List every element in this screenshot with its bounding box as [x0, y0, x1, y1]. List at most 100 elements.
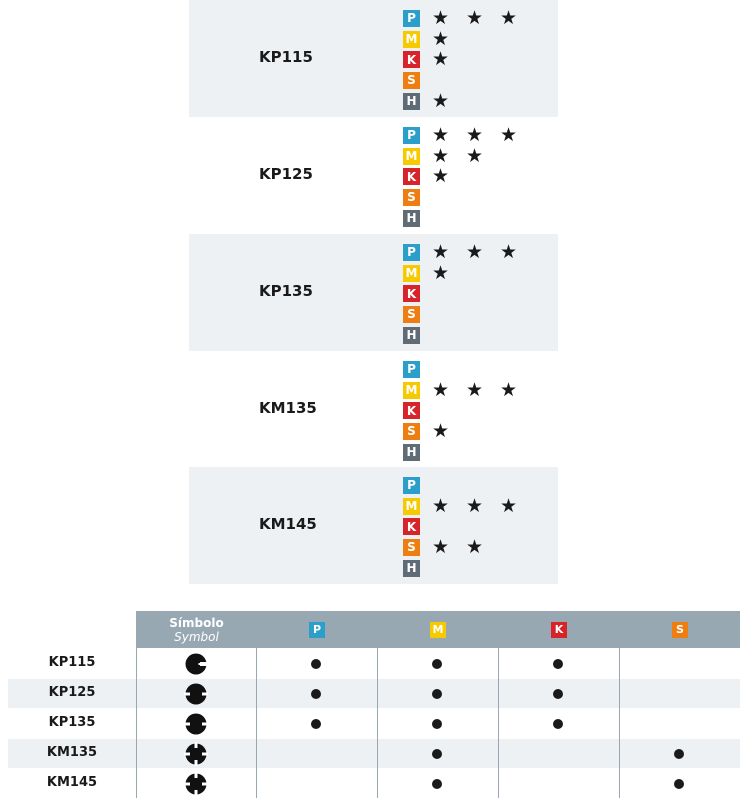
grade-name: KM145	[259, 515, 317, 533]
material-badge-k: K	[403, 168, 420, 186]
material-row-m: M ★ ★ ★	[403, 496, 534, 517]
table-row: KP115	[8, 649, 740, 678]
applicable-dot-s	[674, 749, 684, 759]
applicable-dot-p	[311, 659, 321, 669]
column-divider	[619, 611, 620, 798]
star-icon: ★	[500, 494, 518, 517]
material-row-m: M ★ ★	[403, 146, 534, 167]
material-badge-m: M	[403, 30, 420, 48]
material-row-h: H	[403, 558, 534, 579]
symbol-header: Símbolo Symbol	[137, 611, 256, 648]
applicable-dot-m	[432, 779, 442, 789]
material-row-s: S	[403, 70, 534, 91]
grade-name: KP125	[259, 165, 313, 183]
material-badge-s: S	[403, 538, 420, 556]
star-icon: ★	[432, 261, 450, 284]
star-icon: ★	[466, 494, 484, 517]
rating-stars: ★	[432, 29, 466, 48]
table-row: KM145	[8, 769, 740, 798]
grade-name: KM135	[259, 399, 317, 417]
material-row-p: P ★ ★ ★	[403, 8, 534, 29]
column-header-s: S	[620, 611, 740, 648]
star-icon: ★	[432, 240, 450, 263]
grade-name: KP135	[259, 282, 313, 300]
table-row: KP135	[8, 709, 740, 738]
star-icon: ★	[500, 378, 518, 401]
applicable-dot-m	[432, 749, 442, 759]
material-badge-m: M	[403, 264, 420, 282]
rating-stars: ★	[432, 89, 466, 112]
material-row-h: H ★	[403, 91, 534, 112]
star-icon: ★	[500, 240, 518, 263]
applicable-dot-p	[311, 719, 321, 729]
column-divider	[136, 611, 137, 798]
applicable-dot-m	[432, 659, 442, 669]
material-ratings: P ★ ★ ★ M ★ ★ K ★ S H	[403, 125, 534, 228]
material-badge-k: K	[403, 402, 420, 420]
material-badge-p: P	[403, 476, 420, 494]
material-row-k: K ★	[403, 49, 534, 70]
table-row: KP125	[8, 679, 740, 708]
rating-stars: ★	[432, 50, 466, 69]
material-row-s: S	[403, 187, 534, 208]
material-badge-s: S	[403, 188, 420, 206]
round-notch-1-icon	[184, 652, 209, 680]
star-icon: ★	[432, 123, 450, 146]
material-badge-s: S	[672, 621, 688, 638]
rating-stars: ★ ★ ★	[432, 494, 534, 517]
row-grade-name: KM135	[46, 745, 98, 760]
material-row-k: K	[403, 283, 534, 304]
material-badge-p: P	[403, 126, 420, 144]
material-ratings: P ★ ★ ★ M ★ K S H	[403, 242, 534, 345]
star-icon: ★	[466, 240, 484, 263]
column-divider	[256, 611, 257, 798]
rating-stars: ★	[432, 167, 466, 186]
star-icon: ★	[466, 6, 484, 29]
material-row-m: M ★ ★ ★	[403, 380, 534, 401]
star-icon: ★	[432, 144, 450, 167]
material-badge-h: H	[403, 92, 420, 110]
star-icon: ★	[466, 144, 484, 167]
material-badge-p: P	[403, 9, 420, 27]
star-icon: ★	[432, 89, 450, 112]
material-row-s: S ★ ★	[403, 537, 534, 558]
rating-stars: ★ ★ ★	[432, 123, 534, 146]
material-badge-p: P	[403, 243, 420, 261]
symbol-header-subtitle: Symbol	[174, 629, 219, 644]
rating-stars: ★ ★ ★	[432, 378, 534, 401]
material-badge-p: P	[309, 621, 325, 638]
star-icon: ★	[432, 494, 450, 517]
rating-stars: ★ ★	[432, 535, 500, 558]
row-grade-name: KP125	[48, 685, 96, 700]
grade-block-kp125: KP125 P ★ ★ ★ M ★ ★ K ★ S H	[189, 117, 558, 234]
material-row-h: H	[403, 325, 534, 346]
material-row-s: S	[403, 304, 534, 325]
material-badge-m: M	[430, 621, 446, 638]
row-grade-name: KM145	[46, 775, 98, 790]
rating-stars: ★ ★ ★	[432, 240, 534, 263]
material-badge-k: K	[403, 285, 420, 303]
row-grade-name: KP135	[48, 715, 96, 730]
rating-stars: ★	[432, 261, 466, 284]
material-row-p: P ★ ★ ★	[403, 242, 534, 263]
material-badge-h: H	[403, 209, 420, 227]
star-icon: ★	[466, 123, 484, 146]
material-badge-k: K	[551, 621, 567, 638]
star-icon: ★	[466, 535, 484, 558]
rating-stars: ★ ★ ★	[432, 6, 534, 29]
applicable-dot-m	[432, 719, 442, 729]
material-badge-s: S	[403, 71, 420, 89]
round-notch-2-icon	[184, 682, 208, 710]
material-row-m: M ★	[403, 263, 534, 284]
material-row-p: P ★ ★ ★	[403, 125, 534, 146]
material-badge-m: M	[403, 381, 420, 399]
rating-stars: ★ ★	[432, 144, 500, 167]
material-row-p: P	[403, 475, 534, 496]
column-divider	[498, 611, 499, 798]
material-row-s: S ★	[403, 421, 534, 442]
row-grade-name: KP115	[48, 655, 96, 670]
applicable-dot-k	[553, 689, 563, 699]
table-row: KM135	[8, 739, 740, 768]
star-icon: ★	[432, 378, 450, 401]
applicable-dot-k	[553, 719, 563, 729]
